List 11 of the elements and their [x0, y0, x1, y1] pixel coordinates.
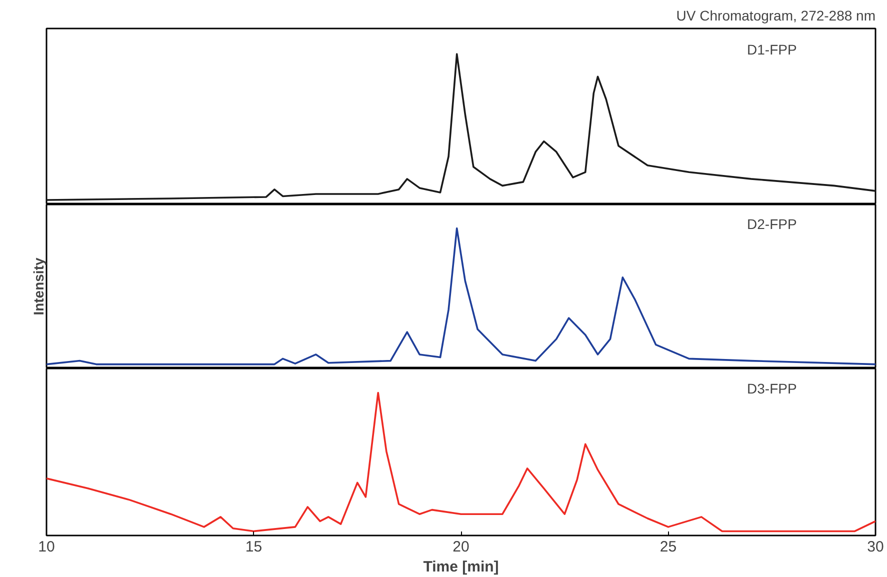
x-axis-title: Time [min]	[423, 558, 499, 576]
annotation: D2-FPP	[747, 216, 797, 232]
x-tick-label: 25	[660, 538, 677, 556]
annotation: D3-FPP	[747, 380, 797, 396]
y-axis-title: Intensity	[30, 258, 46, 316]
x-tick-label: 20	[452, 538, 470, 556]
x-tick-label: 10	[38, 538, 55, 556]
annotation: D1-FPP	[747, 42, 797, 58]
x-tick-label: 15	[245, 538, 262, 556]
chart-title: UV Chromatogram, 272-288 nm	[676, 8, 876, 24]
x-tick-label: 30	[867, 538, 884, 556]
